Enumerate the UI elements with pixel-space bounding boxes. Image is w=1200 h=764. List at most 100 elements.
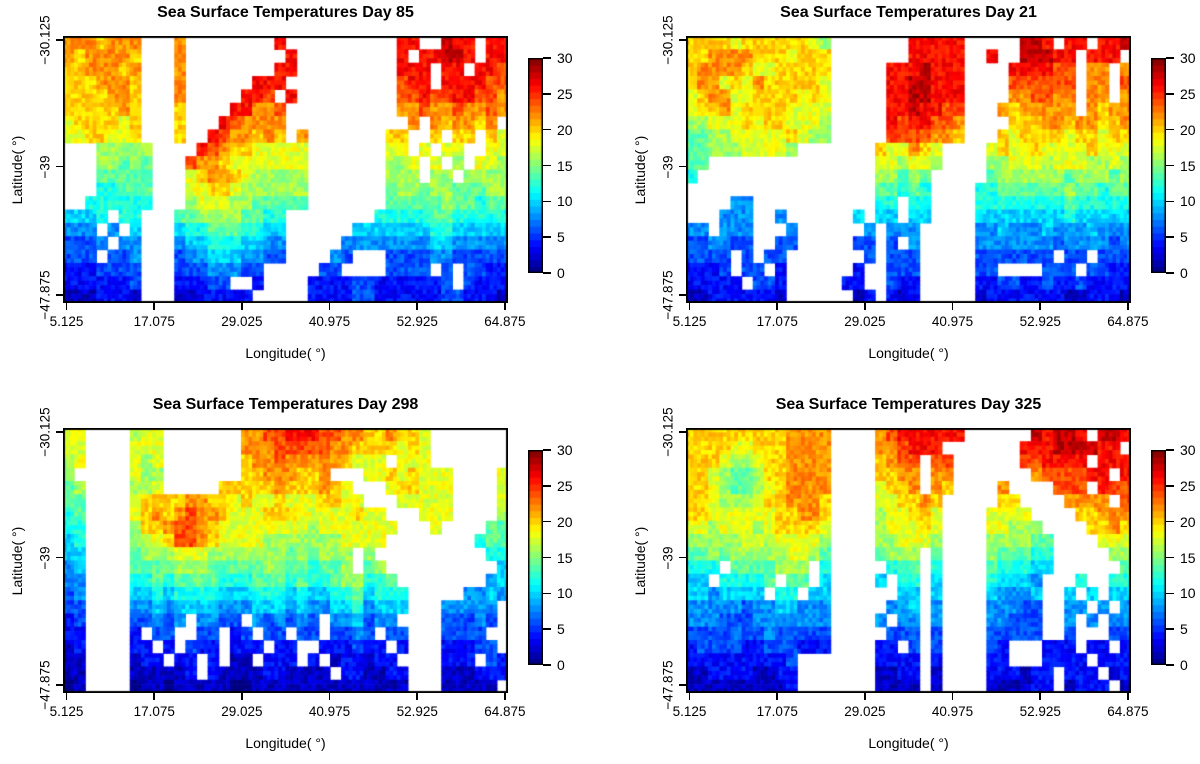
colorbar-tick-mark bbox=[1166, 164, 1174, 167]
y-tick-label: −47.875 bbox=[37, 660, 53, 710]
colorbar-tick-mark bbox=[1166, 520, 1174, 523]
colorbar-tick-mark bbox=[543, 93, 551, 95]
x-tick-label: 17.075 bbox=[133, 704, 175, 719]
y-tick-mark bbox=[679, 431, 686, 433]
colorbar-tick-label: 15 bbox=[557, 157, 573, 174]
colorbar-tick-mark bbox=[543, 520, 551, 523]
y-tick-label: −39 bbox=[37, 546, 53, 570]
x-tick-mark bbox=[688, 303, 691, 310]
colorbar-tick-mark bbox=[543, 556, 551, 559]
x-axis-label: Longitude( °) bbox=[868, 735, 949, 751]
colorbar-day-298 bbox=[528, 450, 543, 665]
colorbar-tick-mark bbox=[543, 485, 551, 487]
colorbar-tick-mark bbox=[1166, 236, 1174, 238]
x-tick-mark bbox=[776, 303, 778, 310]
colorbar-tick-label: 0 bbox=[1180, 265, 1188, 281]
colorbar-tick-mark bbox=[543, 449, 551, 451]
y-tick-mark bbox=[679, 684, 686, 686]
colorbar-tick-label: 15 bbox=[1180, 549, 1196, 566]
colorbar-day-325 bbox=[1151, 450, 1166, 665]
x-tick-mark bbox=[153, 303, 155, 310]
colorbar-day-21 bbox=[1151, 58, 1166, 273]
x-tick-mark bbox=[241, 303, 243, 310]
colorbar-tick-mark bbox=[1166, 664, 1174, 666]
y-tick-mark bbox=[56, 165, 63, 168]
y-tick-mark bbox=[56, 556, 63, 559]
colorbar-tick-mark bbox=[1166, 628, 1174, 630]
x-tick-mark bbox=[688, 693, 691, 700]
x-tick-mark bbox=[504, 693, 506, 700]
colorbar-tick-label: 20 bbox=[557, 513, 573, 530]
y-tick-mark bbox=[56, 39, 63, 41]
x-tick-label: 29.025 bbox=[221, 704, 263, 719]
colorbar-tick-mark bbox=[1166, 272, 1174, 274]
x-tick-label: 29.025 bbox=[844, 314, 886, 329]
panel-title-day-325: Sea Surface Temperatures Day 325 bbox=[775, 396, 1042, 413]
x-tick-label: 29.025 bbox=[844, 704, 886, 719]
colorbar-tick-label: 10 bbox=[1180, 585, 1196, 602]
colorbar-tick-label: 25 bbox=[557, 85, 573, 102]
colorbar-tick-label: 30 bbox=[557, 442, 573, 458]
x-tick-label: 52.925 bbox=[1019, 704, 1061, 719]
x-axis-label: Longitude( °) bbox=[868, 345, 949, 361]
x-tick-label: 64.875 bbox=[484, 314, 526, 329]
colorbar-tick-label: 10 bbox=[1180, 193, 1196, 210]
colorbar-tick-label: 25 bbox=[1180, 477, 1196, 494]
x-tick-mark bbox=[864, 303, 866, 310]
x-tick-label: 52.925 bbox=[396, 704, 438, 719]
x-tick-label: 52.925 bbox=[396, 314, 438, 329]
x-tick-mark bbox=[1127, 693, 1129, 700]
x-tick-mark bbox=[65, 693, 68, 700]
y-tick-mark bbox=[679, 165, 686, 168]
colorbar-tick-label: 30 bbox=[557, 50, 573, 66]
x-tick-mark bbox=[504, 303, 506, 310]
colorbar-tick-mark bbox=[1166, 57, 1174, 59]
sst-heatmap-day-21 bbox=[686, 36, 1131, 303]
y-axis-label: Latitude( °) bbox=[632, 135, 648, 204]
y-tick-mark bbox=[56, 431, 63, 433]
x-tick-label: 5.125 bbox=[672, 314, 707, 329]
colorbar-tick-label: 30 bbox=[1180, 50, 1196, 66]
x-tick-mark bbox=[416, 693, 418, 700]
x-tick-label: 64.875 bbox=[1107, 314, 1149, 329]
y-tick-mark bbox=[56, 684, 63, 686]
colorbar-tick-mark bbox=[543, 628, 551, 630]
x-tick-mark bbox=[328, 693, 331, 700]
x-tick-mark bbox=[65, 303, 68, 310]
colorbar-tick-label: 0 bbox=[557, 657, 565, 673]
sst-heatmap-day-325 bbox=[686, 428, 1131, 693]
y-tick-label: −47.875 bbox=[37, 270, 53, 320]
y-tick-label: −30.125 bbox=[660, 15, 676, 65]
y-tick-label: −30.125 bbox=[660, 407, 676, 457]
colorbar-tick-label: 30 bbox=[1180, 442, 1196, 458]
colorbar-tick-mark bbox=[543, 236, 551, 238]
colorbar-tick-label: 15 bbox=[557, 549, 573, 566]
colorbar-tick-mark bbox=[1166, 485, 1174, 487]
colorbar-tick-label: 25 bbox=[1180, 85, 1196, 102]
panel-title-day-298: Sea Surface Temperatures Day 298 bbox=[152, 396, 419, 413]
colorbar-tick-label: 0 bbox=[557, 265, 565, 281]
colorbar-tick-label: 10 bbox=[557, 193, 573, 210]
x-tick-mark bbox=[241, 693, 243, 700]
x-tick-mark bbox=[951, 303, 954, 310]
panel-title-day-21: Sea Surface Temperatures Day 21 bbox=[780, 4, 1037, 21]
colorbar-tick-label: 20 bbox=[1180, 121, 1196, 138]
x-tick-label: 5.125 bbox=[672, 704, 707, 719]
x-tick-label: 17.075 bbox=[756, 704, 798, 719]
x-tick-mark bbox=[951, 693, 954, 700]
x-tick-label: 17.075 bbox=[133, 314, 175, 329]
colorbar-tick-mark bbox=[543, 272, 551, 274]
y-tick-label: −39 bbox=[660, 546, 676, 570]
x-tick-label: 40.975 bbox=[308, 314, 351, 329]
colorbar-tick-mark bbox=[1166, 128, 1174, 131]
colorbar-tick-label: 20 bbox=[1180, 513, 1196, 530]
x-tick-label: 40.975 bbox=[931, 314, 974, 329]
colorbar-tick-mark bbox=[1166, 200, 1174, 203]
colorbar-tick-mark bbox=[543, 164, 551, 167]
colorbar-tick-label: 5 bbox=[1180, 229, 1188, 246]
x-tick-label: 52.925 bbox=[1019, 314, 1061, 329]
colorbar-tick-mark bbox=[1166, 93, 1174, 95]
y-tick-mark bbox=[56, 294, 63, 296]
x-tick-label: 40.975 bbox=[308, 704, 351, 719]
